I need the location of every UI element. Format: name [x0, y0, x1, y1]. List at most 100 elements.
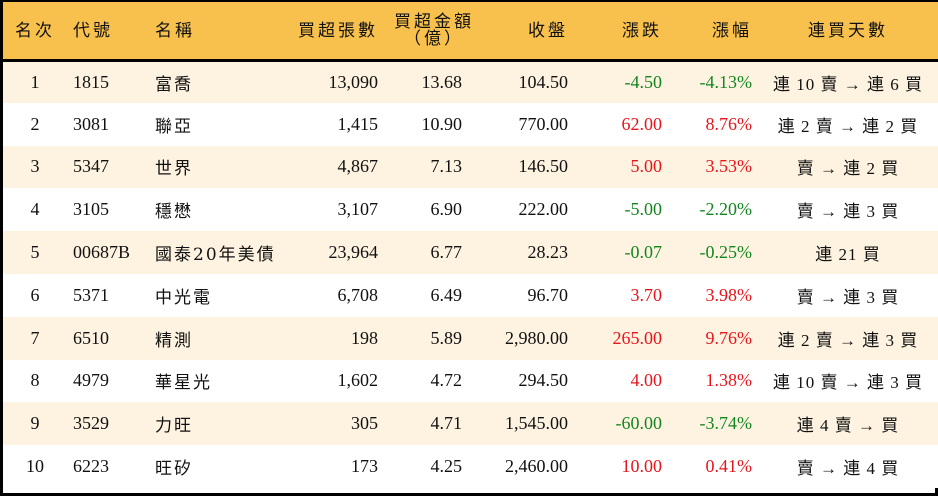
cell-code: 6510 — [73, 327, 109, 348]
table-row: 10 6223 旺矽 173 4.25 2,460.00 10.00 0.41%… — [3, 445, 938, 488]
header-buy-amount: 買超金額 （億） — [384, 2, 484, 62]
table-row: 1 1815 富喬 13,090 13.68 104.50 -4.50 -4.1… — [3, 60, 938, 103]
cell-code: 5371 — [73, 284, 109, 305]
cell-name: 穩懋 — [155, 202, 193, 223]
cell-buy-lots: 23,964 — [328, 242, 379, 263]
cell-rank: 8 — [30, 370, 40, 391]
cell-consecutive-days: 連 2 賣 → 連 3 買 — [777, 330, 919, 350]
cell-change: 5.00 — [630, 156, 663, 177]
cell-change: -5.00 — [624, 199, 663, 220]
cell-buy-amount: 4.25 — [430, 456, 463, 477]
cell-rank: 1 — [30, 71, 40, 92]
header-buy-lots: 買超張數 — [289, 2, 384, 62]
cell-buy-amount: 6.90 — [430, 199, 463, 220]
cell-change: 10.00 — [621, 456, 663, 477]
cell-rank: 7 — [30, 327, 40, 348]
table-body: 1 1815 富喬 13,090 13.68 104.50 -4.50 -4.1… — [3, 60, 938, 488]
cell-close: 2,980.00 — [505, 327, 568, 348]
cell-code: 6223 — [73, 456, 109, 477]
table-row: 2 3081 聯亞 1,415 10.90 770.00 62.00 8.76%… — [3, 102, 938, 146]
net-buy-ranking-table: 名次 代號 名稱 買超張數 買超金額 （億） 收盤 漲跌 漲幅 連買天數 1 1… — [3, 2, 938, 488]
cell-close: 104.50 — [518, 71, 569, 92]
cell-rank: 4 — [30, 199, 40, 220]
header-rank: 名次 — [3, 2, 67, 62]
header-buy-amount-line2: （億） — [404, 29, 464, 49]
table-row: 8 4979 華星光 1,602 4.72 294.50 4.00 1.38% … — [3, 359, 938, 403]
cell-code: 3081 — [73, 113, 109, 134]
cell-close: 146.50 — [518, 156, 569, 177]
cell-change-pct: -2.20% — [699, 199, 753, 220]
cell-change: -4.50 — [624, 71, 663, 92]
cell-buy-lots: 305 — [351, 413, 378, 434]
cell-close: 770.00 — [518, 113, 569, 134]
cell-name: 世界 — [155, 159, 193, 180]
header-buy-amount-line1: 買超金額 — [394, 12, 474, 32]
table-row: 5 00687B 國泰20年美債 23,964 6.77 28.23 -0.07… — [3, 231, 938, 274]
cell-change: 4.00 — [630, 370, 663, 391]
cell-name: 力旺 — [155, 416, 193, 437]
cell-close: 1,545.00 — [505, 413, 568, 434]
cell-change-pct: -0.25% — [699, 242, 753, 263]
cell-rank: 10 — [26, 456, 44, 477]
cell-buy-lots: 13,090 — [328, 71, 379, 92]
cell-rank: 3 — [30, 156, 40, 177]
cell-change-pct: 9.76% — [705, 327, 753, 348]
cell-buy-amount: 13.68 — [421, 71, 463, 92]
cell-change: 3.70 — [630, 284, 663, 305]
cell-buy-lots: 1,415 — [337, 113, 379, 134]
cell-change-pct: 3.98% — [705, 284, 753, 305]
cell-buy-amount: 10.90 — [421, 113, 463, 134]
cell-name: 富喬 — [155, 74, 193, 95]
cell-consecutive-days: 賣 → 連 2 買 — [796, 159, 900, 179]
cell-close: 2,460.00 — [505, 456, 568, 477]
cell-consecutive-days: 連 2 賣 → 連 2 買 — [777, 116, 919, 136]
cell-close: 294.50 — [518, 370, 569, 391]
cell-buy-lots: 3,107 — [337, 199, 379, 220]
cell-consecutive-days: 連 10 賣 → 連 6 買 — [773, 74, 923, 94]
cell-change-pct: 8.76% — [705, 113, 753, 134]
cell-consecutive-days: 賣 → 連 3 買 — [796, 287, 900, 307]
header-change: 漲跌 — [574, 2, 668, 62]
cell-rank: 5 — [30, 242, 40, 263]
cell-name: 國泰20年美債 — [155, 245, 276, 266]
cell-change-pct: -3.74% — [699, 413, 753, 434]
cell-code: 5347 — [73, 156, 109, 177]
cell-consecutive-days: 賣 → 連 3 買 — [796, 202, 900, 222]
cell-buy-amount: 6.77 — [430, 242, 463, 263]
cell-rank: 2 — [30, 113, 40, 134]
cell-name: 華星光 — [155, 373, 212, 394]
table-row: 9 3529 力旺 305 4.71 1,545.00 -60.00 -3.74… — [3, 402, 938, 446]
cell-buy-amount: 4.72 — [430, 370, 463, 391]
header-change-pct: 漲幅 — [668, 2, 758, 62]
cell-close: 222.00 — [518, 199, 569, 220]
cell-name: 旺矽 — [155, 459, 193, 480]
cell-rank: 9 — [30, 413, 40, 434]
cell-change-pct: 0.41% — [705, 456, 753, 477]
cell-code: 3105 — [73, 199, 109, 220]
table-row: 7 6510 精測 198 5.89 2,980.00 265.00 9.76%… — [3, 316, 938, 360]
cell-change: 62.00 — [621, 113, 663, 134]
cell-close: 96.70 — [527, 284, 569, 305]
cell-buy-lots: 198 — [351, 327, 378, 348]
cell-buy-amount: 4.71 — [430, 413, 463, 434]
cell-buy-amount: 7.13 — [430, 156, 463, 177]
cell-buy-lots: 173 — [351, 456, 378, 477]
cell-name: 聯亞 — [155, 116, 193, 137]
cell-code: 4979 — [73, 370, 109, 391]
cell-buy-amount: 6.49 — [430, 284, 463, 305]
cell-change-pct: 1.38% — [705, 370, 753, 391]
header-close: 收盤 — [484, 2, 574, 62]
cell-close: 28.23 — [527, 242, 569, 263]
cell-name: 中光電 — [155, 287, 212, 308]
cell-rank: 6 — [30, 284, 40, 305]
cell-buy-lots: 1,602 — [337, 370, 379, 391]
table-row: 3 5347 世界 4,867 7.13 146.50 5.00 3.53% 賣… — [3, 145, 938, 189]
cell-consecutive-days: 連 10 賣 → 連 3 買 — [773, 373, 923, 393]
cell-consecutive-days: 賣 → 連 4 買 — [796, 459, 900, 479]
cell-buy-amount: 5.89 — [430, 327, 463, 348]
cell-name: 精測 — [155, 330, 193, 351]
cell-consecutive-days: 連 21 買 — [815, 245, 881, 265]
table-row: 4 3105 穩懋 3,107 6.90 222.00 -5.00 -2.20%… — [3, 188, 938, 232]
cell-consecutive-days: 連 4 賣 → 買 — [796, 416, 900, 436]
cell-code: 1815 — [73, 71, 109, 92]
